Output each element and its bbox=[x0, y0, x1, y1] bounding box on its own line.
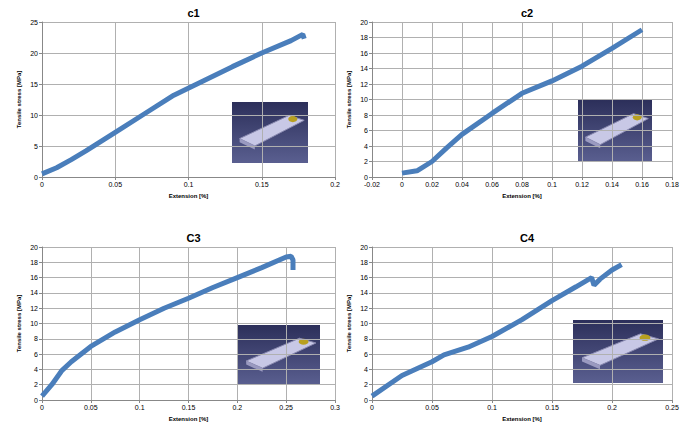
svg-text:0: 0 bbox=[370, 404, 374, 411]
svg-text:Tensile stress [MPa]: Tensile stress [MPa] bbox=[16, 71, 22, 129]
svg-text:Extension [%]: Extension [%] bbox=[502, 193, 542, 199]
svg-text:0.08: 0.08 bbox=[515, 181, 529, 188]
svg-text:10: 10 bbox=[360, 320, 368, 327]
svg-text:10: 10 bbox=[360, 96, 368, 103]
svg-text:18: 18 bbox=[360, 259, 368, 266]
svg-text:0: 0 bbox=[364, 397, 368, 404]
svg-text:0.05: 0.05 bbox=[108, 181, 122, 188]
svg-text:10: 10 bbox=[30, 112, 38, 119]
svg-text:Extension [%]: Extension [%] bbox=[502, 416, 542, 422]
svg-text:0.25: 0.25 bbox=[279, 404, 293, 411]
svg-text:0: 0 bbox=[34, 174, 38, 181]
svg-text:0.18: 0.18 bbox=[665, 181, 679, 188]
svg-text:c2: c2 bbox=[521, 7, 533, 19]
svg-text:C3: C3 bbox=[186, 232, 200, 244]
svg-text:14: 14 bbox=[360, 65, 368, 72]
svg-text:6: 6 bbox=[34, 351, 38, 358]
svg-text:8: 8 bbox=[364, 335, 368, 342]
svg-text:2: 2 bbox=[364, 381, 368, 388]
svg-text:Tensile stress [MPa]: Tensile stress [MPa] bbox=[346, 295, 352, 353]
svg-text:20: 20 bbox=[360, 19, 368, 26]
svg-text:8: 8 bbox=[364, 112, 368, 119]
svg-text:0.1: 0.1 bbox=[184, 181, 194, 188]
svg-text:0.12: 0.12 bbox=[575, 181, 589, 188]
svg-text:2: 2 bbox=[364, 158, 368, 165]
svg-text:Extension [%]: Extension [%] bbox=[169, 193, 209, 199]
svg-text:-0.02: -0.02 bbox=[364, 181, 380, 188]
svg-text:5: 5 bbox=[34, 143, 38, 150]
svg-text:4: 4 bbox=[364, 143, 368, 150]
svg-text:0.15: 0.15 bbox=[545, 404, 559, 411]
svg-text:20: 20 bbox=[30, 50, 38, 57]
svg-text:0.1: 0.1 bbox=[135, 404, 145, 411]
svg-text:0: 0 bbox=[40, 404, 44, 411]
svg-text:18: 18 bbox=[30, 259, 38, 266]
svg-text:0.05: 0.05 bbox=[84, 404, 98, 411]
svg-text:12: 12 bbox=[360, 305, 368, 312]
svg-text:0.16: 0.16 bbox=[635, 181, 649, 188]
svg-text:20: 20 bbox=[360, 244, 368, 251]
svg-text:0.15: 0.15 bbox=[182, 404, 196, 411]
svg-text:0.3: 0.3 bbox=[330, 404, 340, 411]
svg-text:0.2: 0.2 bbox=[330, 181, 340, 188]
svg-text:14: 14 bbox=[30, 289, 38, 296]
svg-text:c1: c1 bbox=[187, 7, 199, 19]
svg-text:0.04: 0.04 bbox=[455, 181, 469, 188]
svg-text:4: 4 bbox=[364, 366, 368, 373]
svg-text:16: 16 bbox=[360, 50, 368, 57]
svg-text:0.2: 0.2 bbox=[232, 404, 242, 411]
svg-text:0.02: 0.02 bbox=[425, 181, 439, 188]
svg-text:Tensile stress [MPa]: Tensile stress [MPa] bbox=[16, 295, 22, 353]
svg-text:0: 0 bbox=[34, 397, 38, 404]
svg-text:18: 18 bbox=[360, 34, 368, 41]
svg-text:0.15: 0.15 bbox=[255, 181, 269, 188]
svg-text:15: 15 bbox=[30, 81, 38, 88]
svg-text:0.05: 0.05 bbox=[425, 404, 439, 411]
svg-text:0.14: 0.14 bbox=[605, 181, 619, 188]
svg-text:Tensile stress [MPa]: Tensile stress [MPa] bbox=[346, 71, 352, 129]
svg-text:C4: C4 bbox=[520, 232, 535, 244]
svg-text:14: 14 bbox=[360, 289, 368, 296]
svg-text:6: 6 bbox=[364, 127, 368, 134]
svg-text:12: 12 bbox=[360, 81, 368, 88]
svg-text:0.2: 0.2 bbox=[607, 404, 617, 411]
svg-text:0: 0 bbox=[40, 181, 44, 188]
svg-text:16: 16 bbox=[360, 274, 368, 281]
svg-text:0.1: 0.1 bbox=[487, 404, 497, 411]
svg-text:Extension [%]: Extension [%] bbox=[169, 416, 209, 422]
svg-text:0.1: 0.1 bbox=[547, 181, 557, 188]
svg-text:0.06: 0.06 bbox=[485, 181, 499, 188]
svg-text:0: 0 bbox=[364, 174, 368, 181]
svg-text:8: 8 bbox=[34, 335, 38, 342]
svg-text:25: 25 bbox=[30, 19, 38, 26]
svg-text:0.25: 0.25 bbox=[665, 404, 679, 411]
svg-text:12: 12 bbox=[30, 305, 38, 312]
svg-text:10: 10 bbox=[30, 320, 38, 327]
svg-text:16: 16 bbox=[30, 274, 38, 281]
svg-text:2: 2 bbox=[34, 381, 38, 388]
svg-text:6: 6 bbox=[364, 351, 368, 358]
svg-text:20: 20 bbox=[30, 244, 38, 251]
svg-text:4: 4 bbox=[34, 366, 38, 373]
svg-text:0: 0 bbox=[400, 181, 404, 188]
